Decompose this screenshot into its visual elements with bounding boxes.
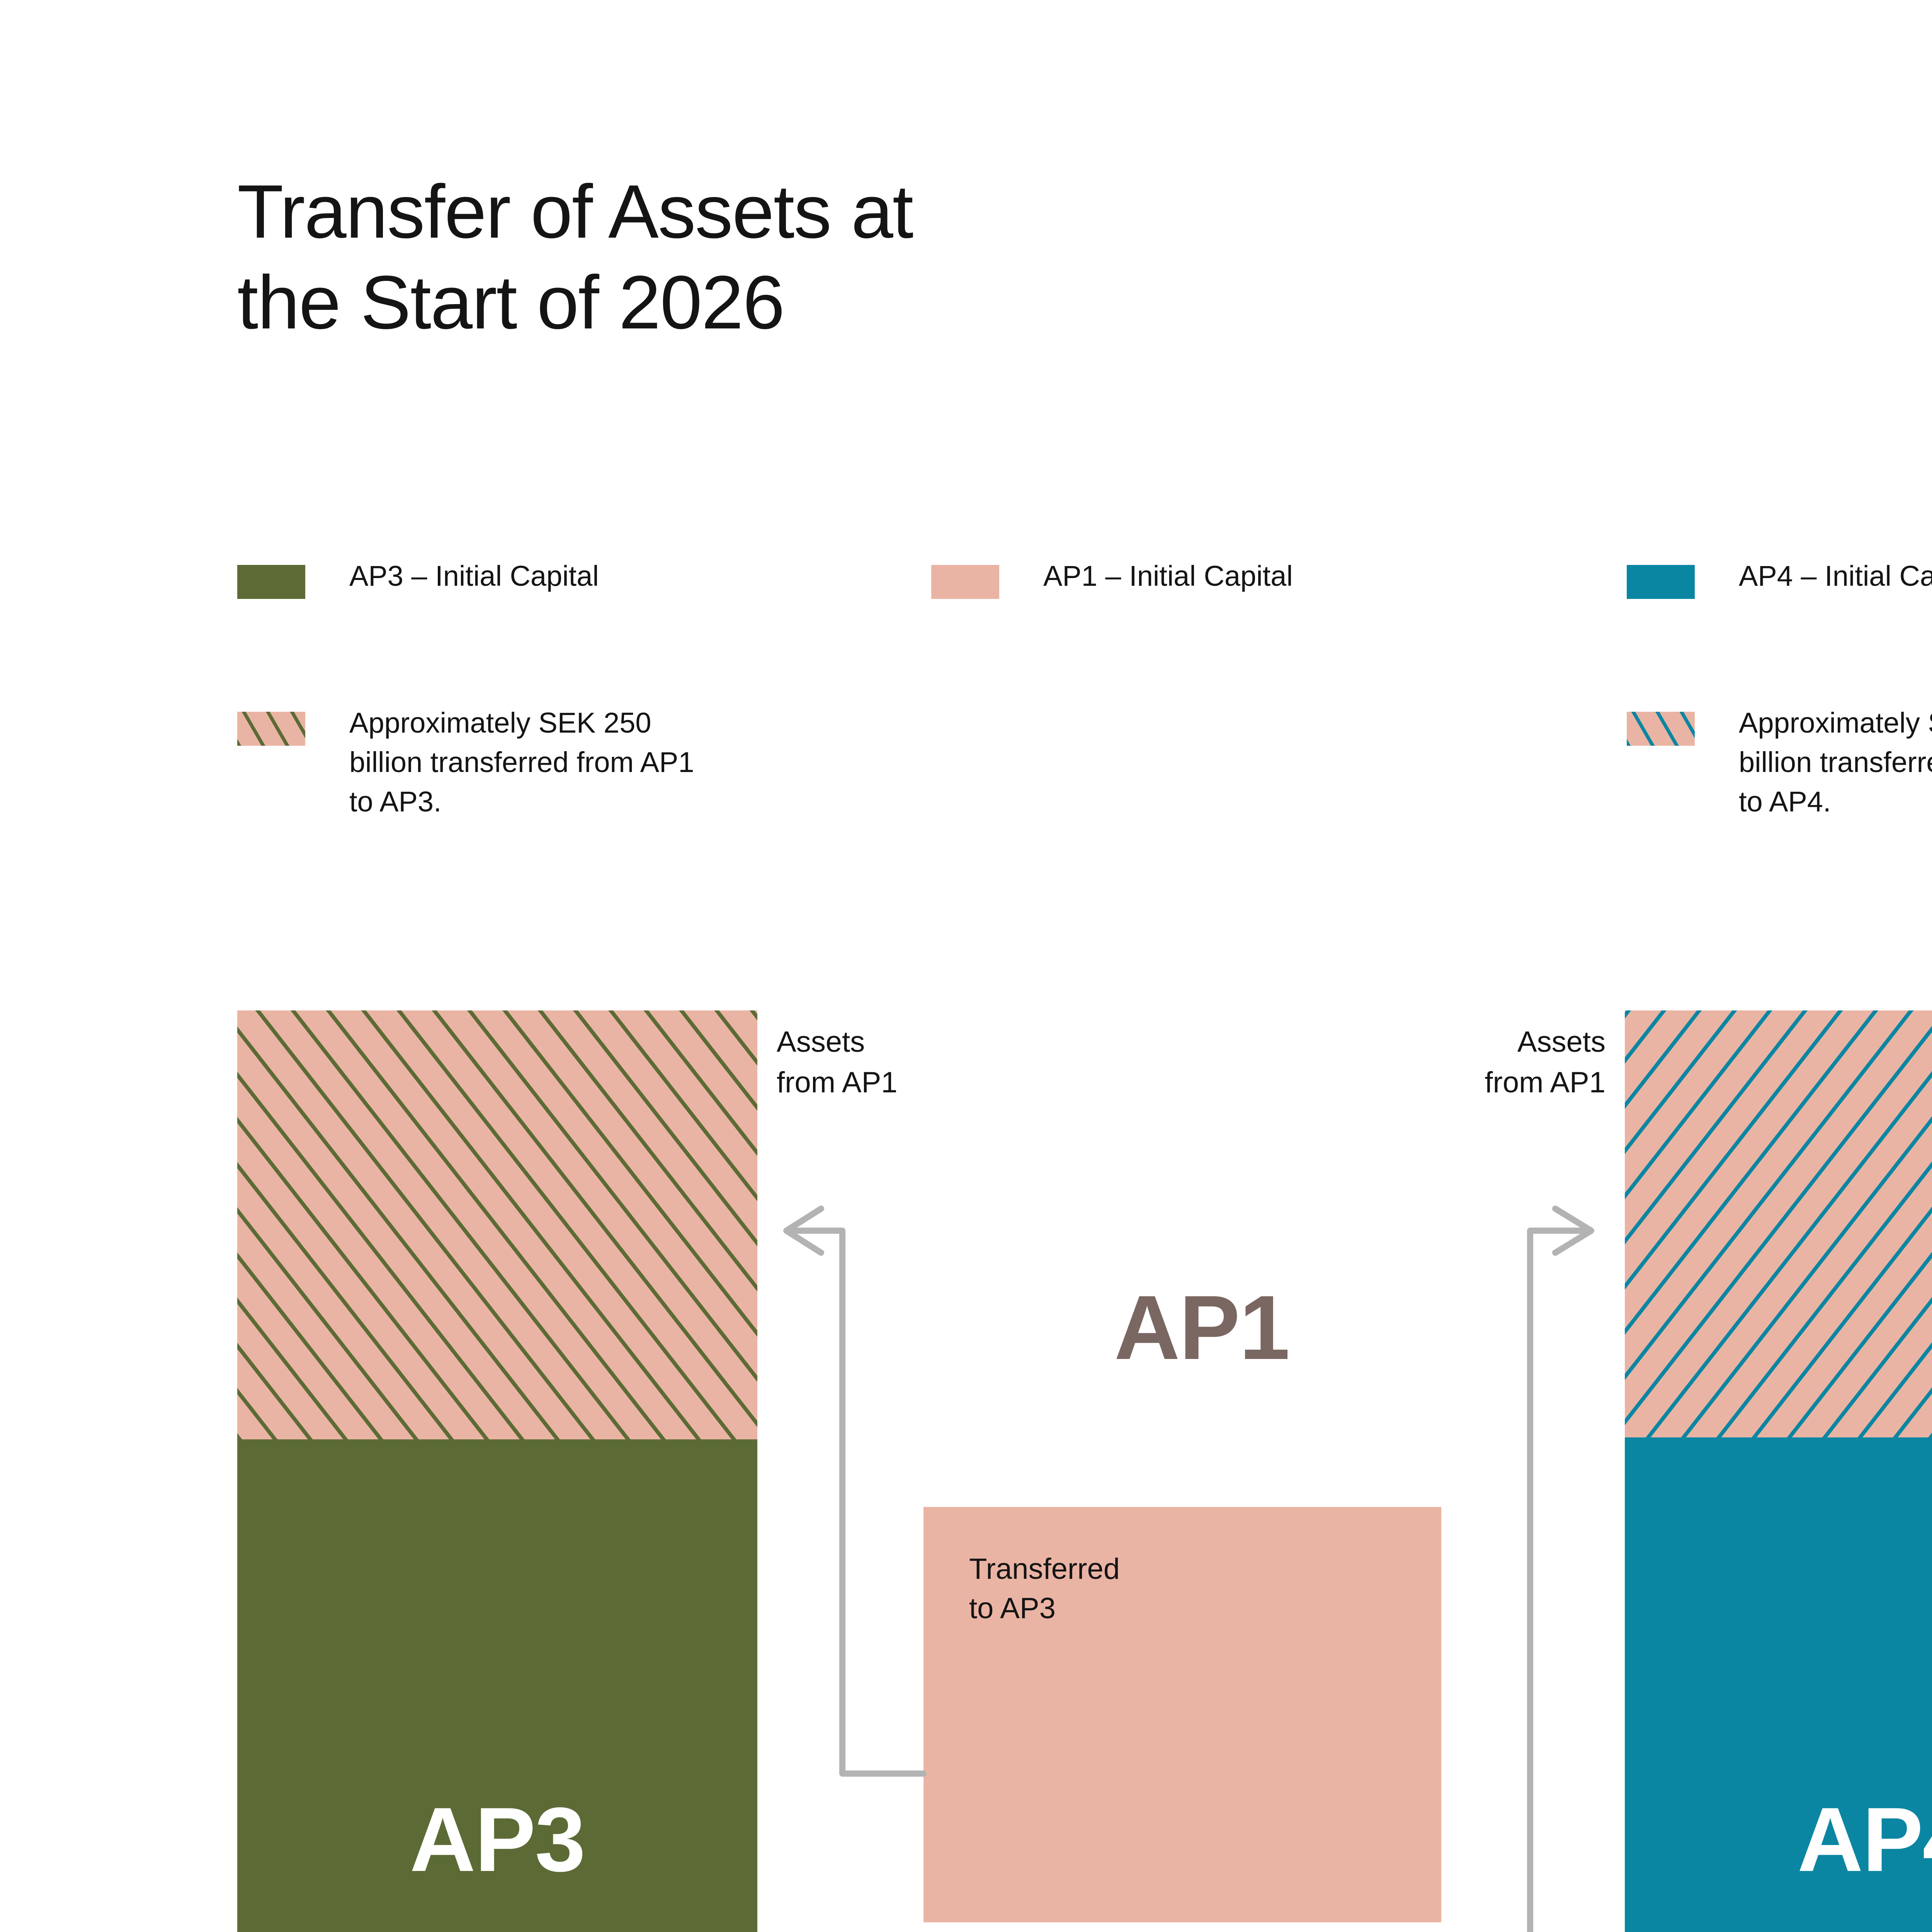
- legend-label-transfer-ap3: Approximately SEK 250 billion transferre…: [349, 707, 694, 818]
- ap3-initial-capital-segment: [237, 1439, 757, 1932]
- ap4-initial-capital-segment: [1625, 1437, 1932, 1932]
- legend-item-ap3-initial-capital: AP3 – Initial Capital: [237, 556, 701, 599]
- legend-label-ap3: AP3 – Initial Capital: [349, 560, 599, 592]
- ap4-assets-from-ap1-label: Assets from AP1: [1374, 1022, 1605, 1103]
- arrow-ap1-to-ap3-head: [783, 1206, 824, 1256]
- ap4-bar: AP4: [1625, 1010, 1932, 1932]
- ap3-assets-label-line-2: from AP1: [777, 1066, 898, 1099]
- ap3-assets-label-line-1: Assets: [777, 1026, 865, 1058]
- arrow-ap1-to-ap4-head: [1552, 1206, 1594, 1256]
- transferred-to-ap3-label: Transferred to AP3: [969, 1549, 1120, 1628]
- ap4-bar-label: AP4: [1797, 1789, 1932, 1891]
- transferred-to-ap3-line-1: Transferred: [969, 1553, 1120, 1585]
- ap3-bar: AP3: [237, 1010, 757, 1932]
- ap1-transferred-to-ap3-block: Transferred to AP3: [923, 1507, 1441, 1922]
- solid-teal-swatch: [1627, 565, 1695, 599]
- page-title: Transfer of Assets at the Start of 2026: [237, 166, 1706, 348]
- legend-label-ap4: AP4 – Initial Capital: [1739, 560, 1932, 592]
- transferred-to-ap3-line-2: to AP3: [969, 1592, 1056, 1625]
- legend-label-transfer-ap4: Approximately SEK 250 billion transferre…: [1739, 707, 1932, 818]
- legend-item-ap1-initial-capital: AP1 – Initial Capital: [931, 556, 1395, 599]
- solid-pink-swatch: [931, 565, 999, 599]
- legend-label-ap1: AP1 – Initial Capital: [1043, 560, 1293, 592]
- arrow-ap1-to-ap3: [785, 1228, 927, 1777]
- legend-item-transfer-ap1-to-ap4: Approximately SEK 250 billion transferre…: [1627, 703, 1932, 821]
- hatched-teal-swatch: [1627, 712, 1695, 746]
- arrow-ap1-to-ap4: [1527, 1228, 1593, 1932]
- hatched-green-swatch: [237, 712, 305, 746]
- ap4-assets-label-line-1: Assets: [1517, 1026, 1605, 1058]
- ap3-bar-label: AP3: [410, 1789, 585, 1891]
- ap4-assets-label-line-2: from AP1: [1485, 1066, 1605, 1099]
- page-title-line-2: the Start of 2026: [237, 260, 785, 345]
- legend-item-ap4-initial-capital: AP4 – Initial Capital: [1627, 556, 1932, 599]
- page-title-line-1: Transfer of Assets at: [237, 169, 913, 254]
- ap3-transferred-segment: [237, 1010, 757, 1439]
- ap1-column-label: AP1: [1114, 1277, 1290, 1379]
- solid-green-swatch: [237, 565, 305, 599]
- ap4-transferred-segment: [1625, 1010, 1932, 1437]
- legend-item-transfer-ap1-to-ap3: Approximately SEK 250 billion transferre…: [237, 703, 720, 821]
- ap3-assets-from-ap1-label: Assets from AP1: [777, 1022, 1016, 1103]
